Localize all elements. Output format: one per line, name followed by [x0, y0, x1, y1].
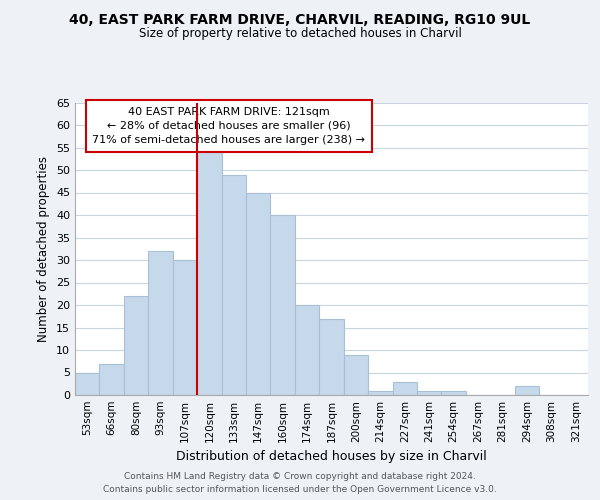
Text: Contains public sector information licensed under the Open Government Licence v3: Contains public sector information licen…: [103, 485, 497, 494]
Bar: [442, 390, 466, 395]
Bar: [368, 390, 392, 395]
Y-axis label: Number of detached properties: Number of detached properties: [37, 156, 50, 342]
Bar: [271, 215, 295, 395]
Text: Size of property relative to detached houses in Charvil: Size of property relative to detached ho…: [139, 28, 461, 40]
Bar: [173, 260, 197, 395]
Text: Contains HM Land Registry data © Crown copyright and database right 2024.: Contains HM Land Registry data © Crown c…: [124, 472, 476, 481]
Bar: [100, 364, 124, 395]
Bar: [319, 318, 344, 395]
Bar: [295, 305, 319, 395]
Bar: [392, 382, 417, 395]
Bar: [75, 372, 100, 395]
Bar: [246, 192, 271, 395]
Bar: [148, 251, 173, 395]
Text: 40 EAST PARK FARM DRIVE: 121sqm
← 28% of detached houses are smaller (96)
71% of: 40 EAST PARK FARM DRIVE: 121sqm ← 28% of…: [92, 107, 365, 145]
Bar: [124, 296, 148, 395]
Text: 40, EAST PARK FARM DRIVE, CHARVIL, READING, RG10 9UL: 40, EAST PARK FARM DRIVE, CHARVIL, READI…: [70, 12, 530, 26]
Bar: [417, 390, 442, 395]
Bar: [344, 354, 368, 395]
Bar: [221, 174, 246, 395]
Bar: [515, 386, 539, 395]
X-axis label: Distribution of detached houses by size in Charvil: Distribution of detached houses by size …: [176, 450, 487, 464]
Bar: [197, 148, 221, 395]
